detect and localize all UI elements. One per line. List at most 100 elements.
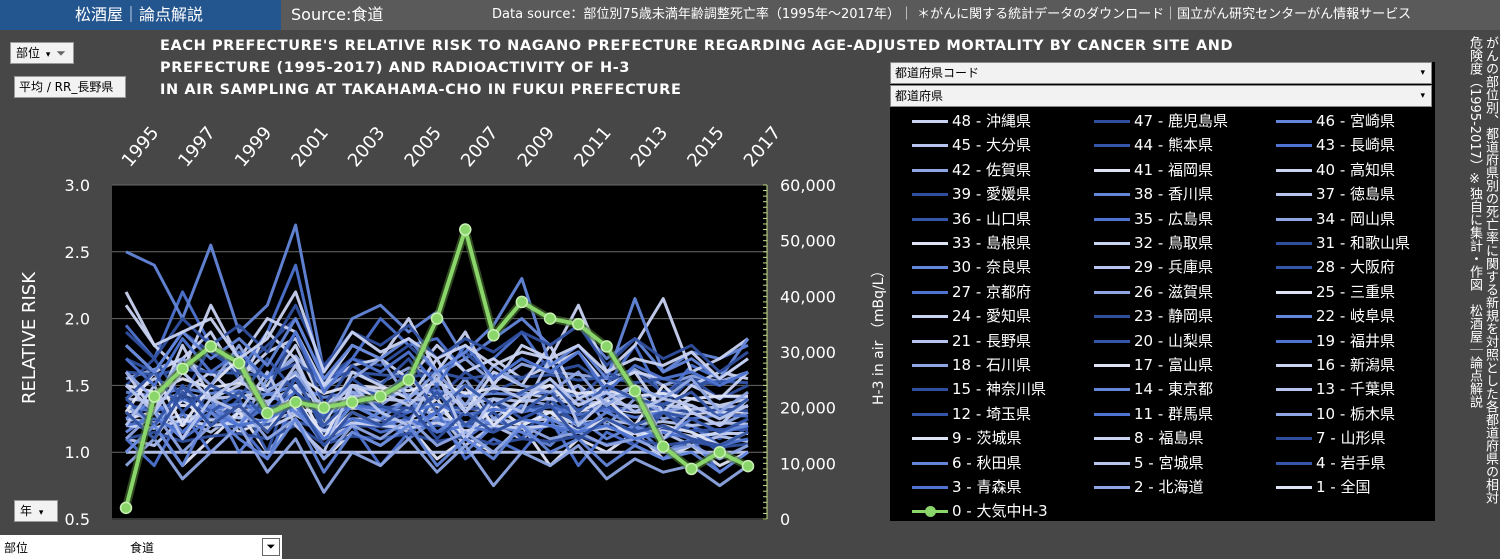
h3-point — [713, 445, 726, 459]
legend-label: 2 - 北海道 — [1134, 478, 1204, 496]
site-filter-label: 部位 — [16, 46, 41, 60]
legend-swatch — [912, 120, 948, 123]
legend-swatch — [912, 242, 948, 245]
legend-swatch — [1094, 412, 1130, 416]
dropdown-icon: ▾ — [1420, 68, 1425, 78]
y2-tick-label: 60,000 — [780, 176, 836, 195]
legend-swatch — [1276, 339, 1312, 343]
legend-swatch — [1276, 120, 1312, 123]
legend-swatch — [912, 412, 948, 416]
legend-swatch — [1276, 486, 1312, 489]
legend-label: 25 - 三重県 — [1316, 282, 1396, 301]
legend-swatch — [1094, 388, 1130, 392]
site-filter-button[interactable]: 部位 ▾ ⏷ — [10, 42, 74, 64]
legend-label: 47 - 鹿児島県 — [1134, 112, 1229, 130]
legend-label: 7 - 山形県 — [1316, 429, 1386, 448]
y-tick-label: 1.5 — [65, 376, 90, 395]
legend-swatch — [1094, 144, 1130, 148]
h3-point — [289, 395, 302, 409]
y2-tick-label: 50,000 — [780, 232, 836, 251]
legend-swatch — [1276, 364, 1312, 367]
legend-swatch — [912, 437, 948, 441]
legend-label: 27 - 京都府 — [952, 282, 1032, 301]
x-tick-label: 1997 — [174, 123, 220, 172]
prefecture-code-dropdown[interactable]: 都道府県コード ▾ — [890, 62, 1432, 84]
y-tick-label: 3.0 — [65, 176, 90, 195]
data-source-note: Data source：部位別75歳未満年齢調整死亡率（1995年～2017年）… — [492, 7, 1412, 22]
x-tick-label: 2009 — [514, 123, 560, 172]
year-filter-button[interactable]: 年 ▾ — [14, 500, 58, 522]
legend-swatch — [1276, 412, 1312, 416]
h3-point — [204, 340, 218, 353]
legend-swatch — [912, 193, 948, 197]
legend-label: 39 - 愛媛県 — [952, 185, 1032, 204]
prefecture-series-group — [124, 223, 750, 494]
legend-label: 22 - 岐阜県 — [1316, 307, 1396, 326]
legend-swatch — [1094, 364, 1130, 367]
legend-swatch — [1276, 168, 1312, 172]
prefecture-label: 都道府県 — [895, 89, 944, 103]
y-tick-label: 1.0 — [65, 443, 90, 462]
h3-point — [656, 440, 670, 453]
h3-point — [459, 223, 472, 236]
legend-label: 40 - 高知県 — [1316, 160, 1396, 179]
legend-swatch — [912, 168, 948, 172]
legend-label: 28 - 大阪府 — [1316, 258, 1396, 277]
h3-point — [232, 356, 246, 370]
legend-label: 38 - 香川県 — [1134, 185, 1214, 204]
y2-axis-label: H-3 in air （mBq/L） — [871, 263, 887, 405]
y2-tick-label: 20,000 — [780, 399, 836, 418]
h3-point — [543, 312, 557, 325]
legend-label: 21 - 長野県 — [952, 331, 1032, 350]
legend-swatch — [912, 266, 948, 270]
prefecture-dropdown[interactable]: 都道府県 ▾ — [890, 85, 1432, 107]
series-line-48 — [124, 290, 749, 381]
legend-label: 13 - 千葉県 — [1316, 380, 1396, 399]
h3-series-group — [119, 223, 755, 515]
legend-swatch — [1276, 217, 1312, 221]
legend-swatch — [1094, 217, 1130, 221]
legend-swatch — [912, 388, 948, 392]
legend-label: 19 - 福井県 — [1316, 331, 1396, 350]
axes: 0.5 1.0 1.5 2.0 2.5 3.0 0 10,000 20,000 30,000 40,… — [65, 123, 836, 529]
legend-label: 9 - 茨城県 — [952, 429, 1022, 448]
legend-label: 44 - 熊本県 — [1134, 136, 1214, 155]
legend-swatch — [1276, 437, 1312, 441]
legend-swatch — [912, 364, 948, 367]
legend-label: 42 - 佐賀県 — [952, 160, 1032, 179]
legend-label: 45 - 大分県 — [952, 136, 1032, 155]
h3-point — [685, 462, 698, 476]
y2-tick-label: 0 — [780, 510, 790, 529]
status-field-name: 部位 — [4, 541, 29, 555]
h3-point — [515, 295, 529, 309]
legend-label: 4 - 岩手県 — [1316, 453, 1386, 472]
legend-swatch — [1276, 461, 1312, 465]
filter-icon[interactable]: ⏷ — [262, 538, 280, 556]
x-tick-label: 2005 — [400, 123, 446, 172]
brand-tab[interactable]: 松酒屋｜論点解説 — [0, 0, 281, 30]
legend-swatch — [1094, 339, 1130, 343]
status-bar: 部位 食道 ⏷ — [0, 535, 282, 559]
legend-label: 8 - 福島県 — [1134, 429, 1204, 448]
legend-swatch — [912, 217, 948, 221]
legend-label: 3 - 青森県 — [952, 478, 1022, 496]
year-filter-label: 年 — [20, 504, 33, 518]
legend-swatch — [912, 339, 948, 343]
legend-label: 37 - 徳島県 — [1316, 185, 1396, 204]
legend-swatch — [912, 315, 948, 319]
series-line-36 — [124, 377, 749, 434]
series-line-24 — [125, 413, 748, 438]
prefecture-code-label: 都道府県コード — [895, 66, 980, 80]
legend-label: 5 - 宮城県 — [1134, 453, 1204, 472]
y2-tick-label: 10,000 — [780, 454, 836, 473]
legend-swatch — [1094, 168, 1130, 172]
legend-label: 36 - 山口県 — [952, 209, 1032, 228]
x-tick-label: 2001 — [287, 123, 333, 172]
legend-label: 18 - 石川県 — [952, 356, 1032, 374]
x-tick-label: 2007 — [457, 123, 503, 172]
x-tick-label: 2017 — [740, 123, 786, 172]
measure-button[interactable]: 平均 / RR_長野県 — [14, 76, 126, 98]
x-tick-label: 2003 — [344, 123, 390, 172]
legend-swatch — [912, 461, 948, 465]
